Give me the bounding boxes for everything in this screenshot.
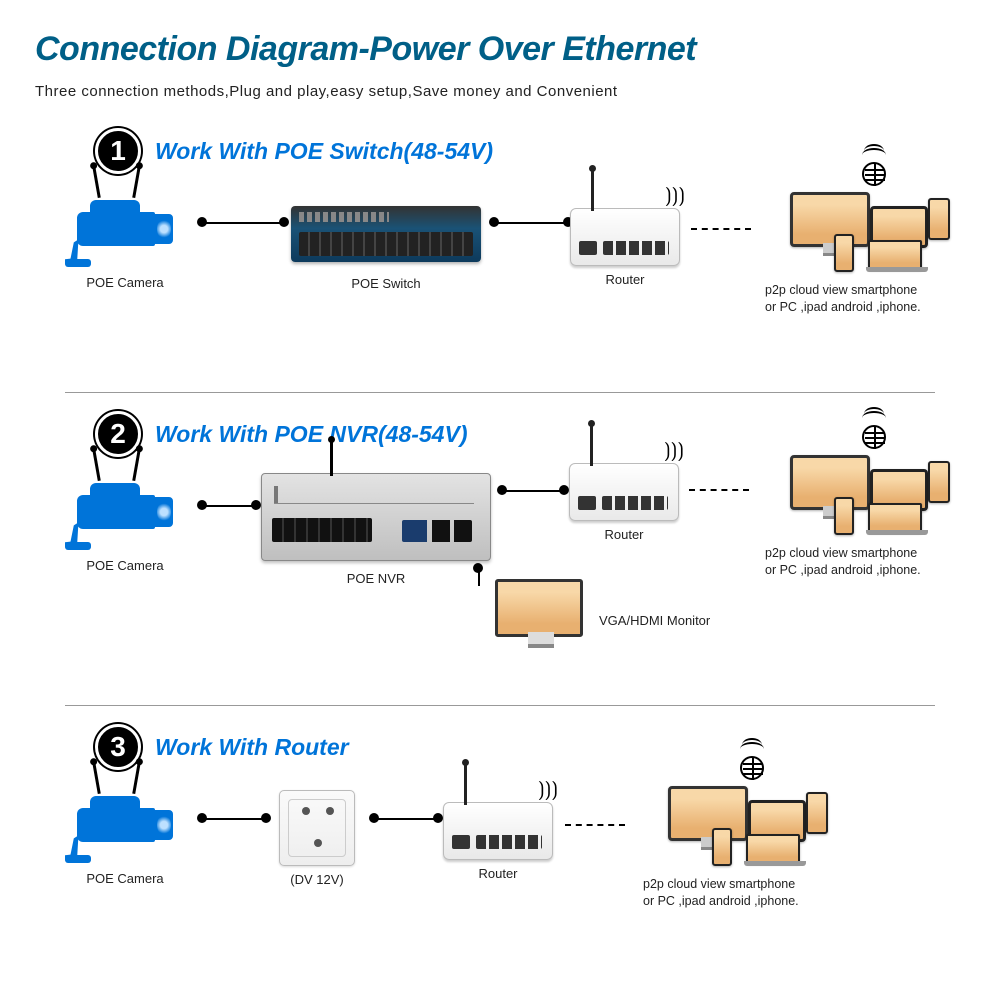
node-outlet: (DV 12V) [279,790,355,887]
node-camera-1: POE Camera [65,194,185,290]
camera-label: POE Camera [86,275,163,290]
node-camera-3: POE Camera [65,790,185,886]
section-1: 1 Work With POE Switch(48-54V) POE Camer… [35,128,965,374]
camera-icon [65,477,185,552]
nvr-label: POE NVR [347,571,406,586]
devices-icon [780,447,950,537]
camera-icon [65,194,185,269]
router-label: Router [604,527,643,542]
camera-icon [65,790,185,865]
camera-label: POE Camera [86,558,163,573]
globe-icon [862,162,886,186]
node-switch: POE Switch [291,206,481,291]
section-2: 2 Work With POE NVR(48-54V) POE Camera P… [35,411,965,687]
node-router-3: ⟯⟯⟯ Router [443,802,553,881]
wifi-icon: ⟯⟯⟯ [665,185,685,208]
section-1-title: Work With POE Switch(48-54V) [155,138,493,165]
section-3: 3 Work With Router POE Camera (DV 12V) ⟯… [35,724,965,970]
switch-label: POE Switch [351,276,420,291]
devices-text: p2p cloud view smartphoneor PC ,ipad and… [765,545,965,579]
badge-2: 2 [95,411,141,457]
page-title: Connection Diagram-Power Over Ethernet [35,30,965,69]
outlet-label: (DV 12V) [290,872,343,887]
node-devices-2: p2p cloud view smartphoneor PC ,ipad and… [765,447,965,579]
switch-icon [291,206,481,262]
wifi-icon: ⟯⟯⟯ [664,440,684,463]
devices-icon [658,778,828,868]
node-camera-2: POE Camera [65,477,185,573]
node-devices-3: p2p cloud view smartphoneor PC ,ipad and… [643,778,843,910]
monitor-icon [495,579,583,637]
wifi-icon: ⟯⟯⟯ [538,779,558,802]
node-router-1: ⟯⟯⟯ Router [570,208,680,287]
subtitle: Three connection methods,Plug and play,e… [35,83,965,100]
node-nvr: POE NVR [261,473,491,586]
globe-icon [740,756,764,780]
router-icon: ⟯⟯⟯ [570,208,680,266]
router-icon: ⟯⟯⟯ [443,802,553,860]
devices-text: p2p cloud view smartphoneor PC ,ipad and… [765,282,965,316]
devices-text: p2p cloud view smartphoneor PC ,ipad and… [643,876,843,910]
badge-3: 3 [95,724,141,770]
section-3-title: Work With Router [155,734,349,761]
outlet-icon [279,790,355,866]
router-label: Router [605,272,644,287]
router-icon: ⟯⟯⟯ [569,463,679,521]
router-label: Router [478,866,517,881]
divider-1 [65,392,935,393]
devices-icon [780,184,950,274]
node-router-2: ⟯⟯⟯ Router [569,463,679,542]
monitor-label: VGA/HDMI Monitor [599,613,710,628]
divider-2 [65,705,935,706]
nvr-icon [261,473,491,561]
globe-icon [862,425,886,449]
node-monitor [495,579,583,637]
section-2-title: Work With POE NVR(48-54V) [155,421,467,448]
node-devices-1: p2p cloud view smartphoneor PC ,ipad and… [765,184,965,316]
badge-1: 1 [95,128,141,174]
camera-label: POE Camera [86,871,163,886]
